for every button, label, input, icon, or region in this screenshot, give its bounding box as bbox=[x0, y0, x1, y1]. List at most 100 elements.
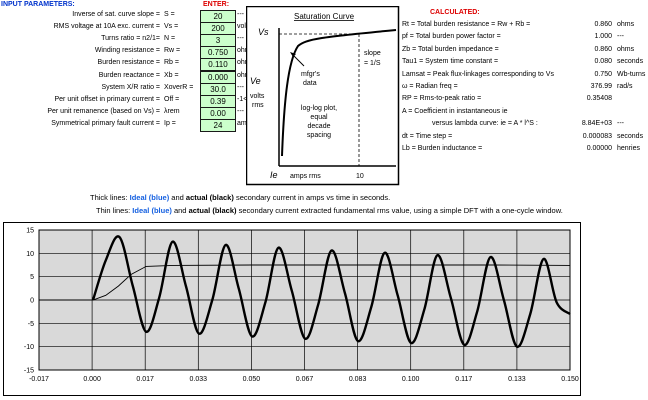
x-tick-label: 0.133 bbox=[508, 376, 526, 383]
x-tick-label: 0.017 bbox=[136, 376, 154, 383]
loglog-line4: spacing bbox=[307, 132, 331, 139]
caption2-prefix: Thin lines: bbox=[96, 206, 131, 215]
slope-value: = 1/S bbox=[364, 60, 381, 67]
calculated-label: Lb = Burden inductance = bbox=[402, 145, 483, 152]
calculated-value: 0.750 bbox=[594, 70, 612, 78]
calculated-label: dt = Time step = bbox=[402, 132, 453, 140]
input-label: Per unit offset in primary current = bbox=[54, 95, 161, 103]
saturation-curve-frame bbox=[246, 6, 400, 186]
calculated-label: pf = Total burden power factor = bbox=[402, 33, 501, 41]
ve-axis-label: Ve bbox=[250, 76, 261, 86]
calculated-unit: --- bbox=[617, 33, 624, 41]
calculated-value: 376.99 bbox=[590, 83, 612, 90]
x-tick-label: 0.117 bbox=[455, 376, 472, 383]
input-symbol: λrem bbox=[164, 107, 180, 115]
series-thin-rms-line bbox=[39, 264, 571, 301]
input-unit: --- bbox=[237, 107, 244, 115]
vs-axis-label: Vs bbox=[258, 27, 269, 37]
saturation-curve-panel: Saturation Curve Vs Ve volts rms mfgr's … bbox=[246, 6, 400, 186]
saturation-curve-title: Saturation Curve bbox=[294, 12, 355, 21]
saturation-curve-line bbox=[281, 29, 397, 157]
calculated-label: Lamsat = Peak flux-linkages correspondin… bbox=[402, 70, 554, 78]
input-value-field[interactable]: 0.39 bbox=[200, 94, 236, 108]
calculated-label: Tau1 = System time constant = bbox=[402, 58, 499, 66]
input-symbol: Rw = bbox=[164, 47, 181, 55]
calculated-value: 0.860 bbox=[594, 45, 612, 53]
ten-label: 10 bbox=[356, 173, 364, 180]
input-label: Burden reactance = bbox=[98, 71, 160, 79]
calculated-unit: seconds bbox=[617, 58, 644, 66]
loglog-line2: equal bbox=[310, 114, 328, 121]
input-symbol: Rb = bbox=[164, 59, 179, 67]
input-unit: ohms bbox=[237, 59, 255, 67]
x-tick-label: -0.017 bbox=[29, 376, 49, 383]
calculated-unit: rad/s bbox=[617, 83, 633, 90]
calculated-unit: Wb-turns bbox=[617, 70, 646, 78]
caption1-ideal: Ideal (blue) bbox=[129, 193, 170, 202]
input-label: Inverse of sat. curve slope = bbox=[72, 11, 160, 18]
caption2-and: and bbox=[173, 206, 187, 215]
y-tick-label: -15 bbox=[24, 368, 34, 375]
loglog-line3: decade bbox=[308, 123, 331, 130]
volts-label: volts bbox=[250, 93, 265, 100]
input-value-field[interactable]: 200 bbox=[200, 22, 236, 36]
input-value-field[interactable]: 0.00 bbox=[200, 106, 236, 120]
calculated-label: RP = Rms-to-peak ratio = bbox=[402, 95, 482, 103]
input-symbol: Ip = bbox=[164, 119, 176, 127]
input-value-field[interactable]: 24 bbox=[200, 118, 236, 132]
calculated-unit: henries bbox=[617, 145, 640, 152]
rms-label: rms bbox=[252, 102, 264, 109]
y-tick-label: 10 bbox=[26, 251, 34, 258]
input-value-field[interactable]: 3 bbox=[200, 34, 236, 48]
input-symbol: Vs = bbox=[164, 23, 179, 31]
input-symbol: Xb = bbox=[164, 71, 179, 79]
input-symbol: Off = bbox=[164, 95, 180, 103]
calculated-value: 8.84E+03 bbox=[581, 120, 612, 128]
calculated-title: CALCULATED: bbox=[430, 9, 480, 16]
input-value-field[interactable]: 0.750 bbox=[200, 46, 236, 60]
ie-axis-label: Ie bbox=[270, 170, 278, 180]
loglog-line1: log-log plot, bbox=[301, 105, 337, 112]
calculated-unit: ohms bbox=[617, 21, 635, 28]
input-label: Per unit remanence (based on Vs) = bbox=[47, 107, 160, 115]
x-tick-label: 0.067 bbox=[296, 376, 314, 383]
input-value-field[interactable]: 20 bbox=[200, 10, 236, 23]
calculated-value: 0.000083 bbox=[582, 132, 612, 140]
mfgr-arrowhead bbox=[290, 52, 296, 57]
input-value-field[interactable]: 0.110 bbox=[200, 58, 236, 72]
calculated-unit: --- bbox=[617, 120, 624, 128]
input-unit: --- bbox=[237, 83, 244, 91]
mfgr-label: mfgr's bbox=[301, 71, 320, 78]
input-value-field[interactable]: 30.0 bbox=[200, 82, 236, 96]
caption1-actual: actual (black) bbox=[185, 193, 234, 202]
x-tick-label: 0.033 bbox=[190, 376, 208, 383]
caption1-rest: secondary current in amps vs time in sec… bbox=[235, 193, 391, 202]
input-unit: --- bbox=[237, 11, 244, 18]
y-tick-label: -10 bbox=[24, 344, 34, 351]
input-label: Winding resistance = bbox=[94, 47, 160, 55]
input-unit: --- bbox=[237, 35, 244, 43]
calculated-value: 0.00000 bbox=[586, 145, 612, 152]
input-label: RMS voltage at 10A exc. current = bbox=[53, 23, 160, 31]
x-tick-label: 0.083 bbox=[349, 376, 367, 383]
input-value-field[interactable]: 0.000 bbox=[200, 70, 236, 84]
input-label: Burden resistance = bbox=[97, 59, 160, 67]
input-label: Turns ratio = n2/1= bbox=[101, 35, 160, 43]
caption2-rest: secondary current extracted fundamental … bbox=[238, 206, 563, 215]
x-tick-label: 0.100 bbox=[402, 376, 420, 383]
caption-line2: Thin lines: Ideal (blue) and actual (bla… bbox=[96, 206, 563, 215]
calculated-unit: seconds bbox=[617, 132, 644, 140]
caption2-actual: actual (black) bbox=[188, 206, 237, 215]
x-tick-label: 0.150 bbox=[561, 376, 579, 383]
input-parameters-title: INPUT PARAMETERS: bbox=[1, 1, 75, 8]
calculated-value: 1.000 bbox=[594, 33, 612, 41]
input-symbol: S = bbox=[164, 11, 175, 18]
calculated-label: Zb = Total burden impedance = bbox=[402, 45, 499, 53]
slope-label: slope bbox=[364, 50, 381, 57]
amps-rms-label: amps rms bbox=[290, 173, 321, 180]
x-tick-label: 0.050 bbox=[243, 376, 261, 383]
current-chart: -0.017 0.000 0.017 0.033 0.050 0.067 0.083 0.10… bbox=[3, 222, 581, 396]
y-tick-label: 0 bbox=[30, 298, 34, 305]
calculated-label: versus lambda curve: ie = A * l^S : bbox=[432, 120, 538, 128]
calculated-label: ω = Radian freq = bbox=[402, 83, 458, 90]
